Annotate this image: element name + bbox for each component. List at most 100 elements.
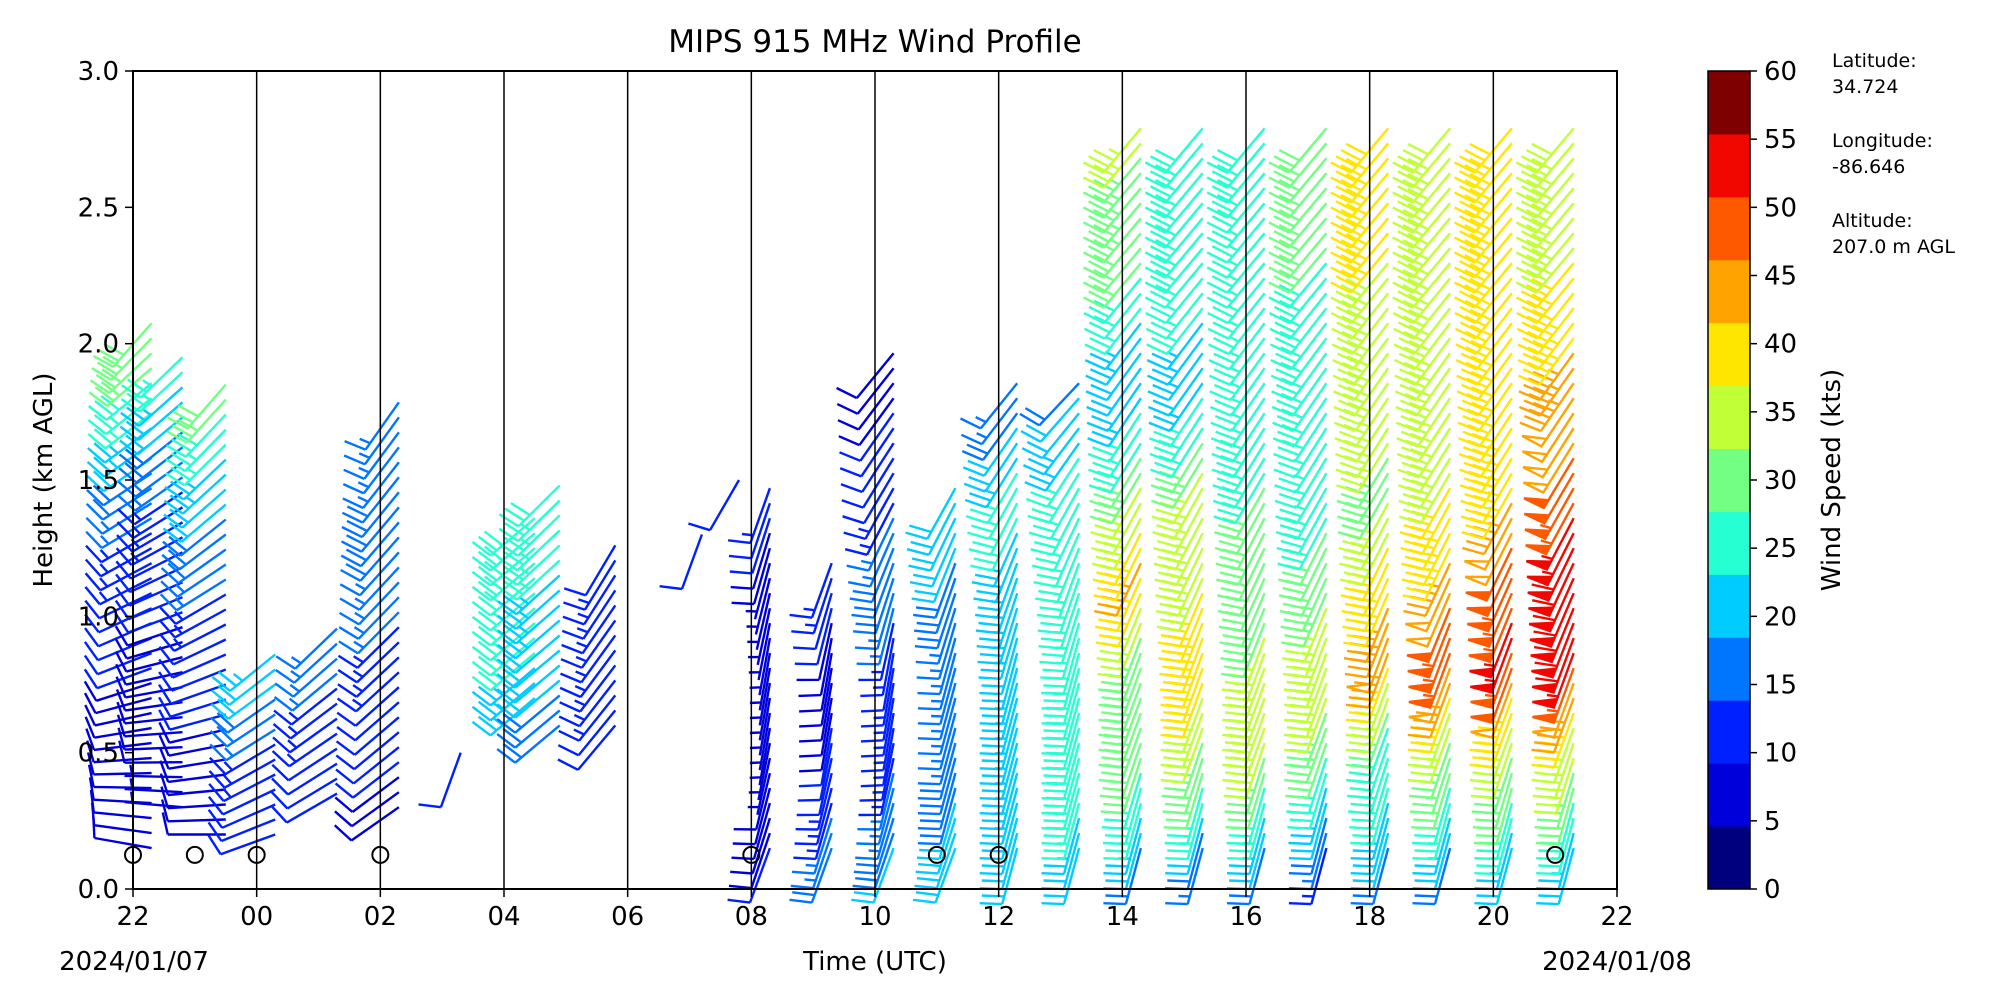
wind-barb	[1153, 517, 1204, 571]
wind-barb	[162, 518, 227, 557]
wind-barb	[1088, 442, 1142, 494]
wind-barb	[1346, 727, 1390, 784]
wind-barb	[1459, 442, 1513, 494]
wind-barb	[163, 488, 227, 529]
wind-barb	[1208, 337, 1266, 386]
wind-barb	[1090, 487, 1142, 540]
wind-barb	[1041, 637, 1081, 696]
wind-barb	[1084, 307, 1142, 356]
x-tick-label: 14	[1106, 902, 1139, 932]
wind-barb	[1226, 787, 1266, 846]
wind-barb	[796, 622, 833, 682]
wind-barb	[1092, 532, 1142, 587]
wind-barb	[271, 732, 338, 768]
wind-barb	[161, 812, 226, 836]
wind-barb	[1152, 502, 1204, 556]
wind-barb	[84, 547, 153, 578]
wind-barb	[84, 562, 153, 592]
wind-barb	[159, 593, 227, 625]
wind-barb	[120, 386, 184, 427]
wind-barb	[1161, 742, 1204, 800]
wind-barb	[558, 679, 617, 728]
wind-barb	[1103, 817, 1143, 876]
wind-barb	[1222, 652, 1266, 709]
wind-barb	[1027, 472, 1081, 525]
wind-barb	[161, 533, 227, 571]
wind-barb	[114, 638, 183, 660]
wind-barb	[333, 806, 400, 842]
wind-barb	[86, 740, 152, 764]
wind-barb	[1220, 607, 1266, 664]
wind-barb	[975, 577, 1019, 635]
x-tick-label: 10	[858, 902, 891, 932]
wind-barb	[851, 562, 895, 619]
wind-barb	[1024, 442, 1081, 492]
wind-barb	[1041, 667, 1081, 726]
wind-barb	[1098, 697, 1143, 754]
wind-barb	[1022, 427, 1081, 476]
wind-barb	[334, 791, 400, 828]
wind-barb	[1154, 532, 1204, 587]
wind-barb	[1031, 517, 1081, 572]
wind-barb	[1536, 847, 1575, 906]
wind-barb	[1525, 517, 1575, 572]
altitude-label: Altitude:	[1832, 210, 1913, 232]
wind-barb	[1349, 772, 1390, 830]
wind-barb	[1532, 652, 1575, 710]
wind-barb	[84, 577, 153, 606]
wind-barb	[794, 607, 833, 666]
wind-barb	[1392, 142, 1452, 189]
wind-barb	[1210, 397, 1266, 448]
wind-barb	[497, 604, 561, 645]
y-tick-label: 0.0	[78, 875, 119, 905]
wind-barb	[1337, 487, 1390, 540]
y-tick-label: 1.5	[78, 466, 119, 496]
wind-barb	[496, 634, 561, 674]
colorbar-segment	[1708, 133, 1750, 198]
wind-barb	[272, 717, 338, 754]
wind-barb	[1515, 262, 1575, 309]
x-tick-label: 02	[364, 902, 397, 932]
wind-barb	[913, 562, 957, 619]
wind-barb	[91, 337, 153, 381]
wind-barb	[209, 728, 276, 762]
calm-marker	[927, 845, 946, 864]
wind-barb	[1523, 472, 1575, 525]
wind-barb	[559, 664, 617, 713]
wind-barb	[1469, 712, 1514, 769]
wind-barb	[275, 627, 338, 670]
wind-barb	[1082, 247, 1142, 294]
wind-barb	[1399, 487, 1452, 540]
wind-barb	[418, 752, 462, 809]
wind-barb	[844, 502, 895, 556]
wind-barb	[1536, 817, 1575, 876]
wind-barb	[1515, 247, 1575, 294]
wind-barb	[158, 638, 227, 666]
wind-barb	[334, 776, 400, 813]
wind-barb	[1101, 772, 1143, 830]
wind-barb	[858, 622, 895, 682]
wind-barb	[959, 382, 1019, 430]
wind-barb	[857, 772, 895, 831]
wind-barb	[211, 668, 276, 706]
wind-barb	[271, 747, 338, 782]
wind-barb	[1273, 427, 1328, 479]
wind-barb	[1144, 247, 1204, 294]
wind-barb	[1087, 397, 1142, 448]
wind-barb	[1273, 412, 1328, 463]
wind-barb	[1041, 802, 1081, 861]
wind-barb	[1019, 382, 1080, 427]
y-tick-label: 2.5	[78, 193, 119, 223]
wind-barb	[728, 832, 772, 890]
wind-barb	[1083, 262, 1142, 309]
y-tick-label: 3.0	[78, 57, 119, 87]
wind-barb	[979, 742, 1019, 801]
wind-barb	[157, 683, 227, 705]
wind-barb	[84, 592, 153, 620]
wind-barb	[209, 743, 276, 776]
wind-barb	[1529, 592, 1575, 648]
wind-barb	[1041, 742, 1081, 801]
wind-barb	[1474, 817, 1514, 876]
wind-barb	[1467, 577, 1513, 633]
wind-barb	[166, 398, 227, 444]
